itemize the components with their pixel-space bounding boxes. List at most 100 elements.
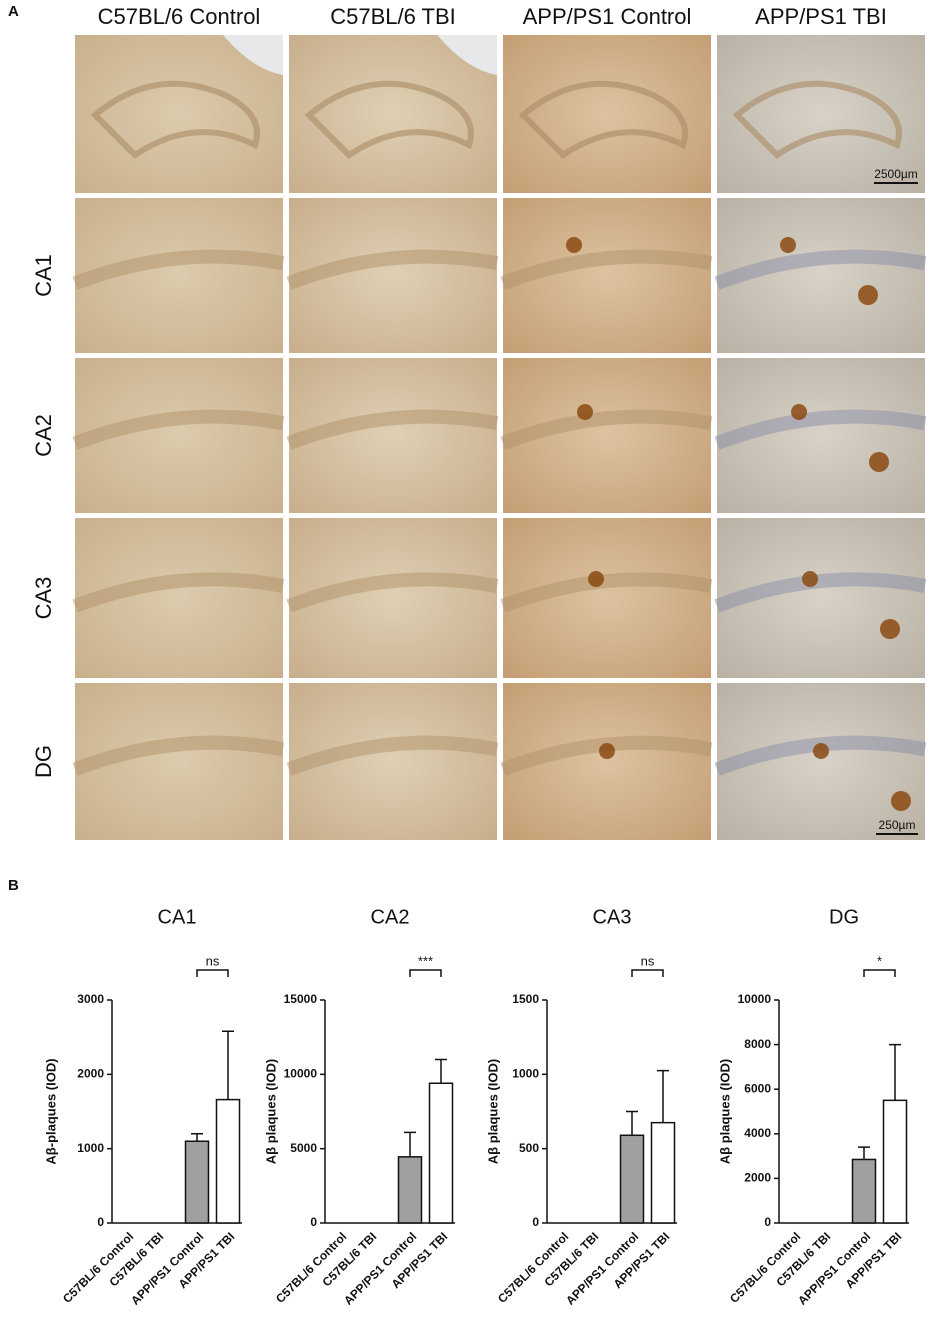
y-tick-label: 5000: [290, 1141, 317, 1155]
significance-bracket: [409, 969, 442, 977]
y-tick-label: 0: [310, 1215, 317, 1229]
scale-label: 250µm: [879, 818, 916, 832]
cell-layer: [714, 249, 927, 290]
error-bar: [858, 1146, 870, 1160]
significance-label: ns: [641, 953, 655, 968]
bar: [428, 1082, 454, 1224]
plaque: [566, 237, 582, 253]
plaque: [780, 237, 796, 253]
bar: [650, 1121, 676, 1224]
cell-layer: [72, 409, 285, 450]
plaque: [599, 743, 615, 759]
row-label: DG: [31, 745, 56, 778]
panel-label: B: [8, 877, 19, 894]
error-bar: [626, 1110, 638, 1136]
y-tick-label: 0: [532, 1215, 539, 1229]
significance-bracket: [196, 969, 229, 977]
chart-title: CA1: [158, 906, 197, 928]
cell-layer: [714, 572, 927, 613]
slide-bg: [437, 35, 497, 75]
error-bar: [889, 1043, 901, 1101]
y-tick-label: 1500: [512, 992, 539, 1006]
cell-layer: [72, 249, 285, 290]
cell-layer: [72, 735, 285, 776]
row-label: CA2: [31, 414, 56, 457]
cell-layer: [286, 249, 499, 290]
column-header: APP/PS1 TBI: [755, 4, 887, 29]
tissue-outline: [304, 80, 474, 159]
plaque: [858, 285, 878, 305]
y-tick-label: 0: [764, 1215, 771, 1229]
y-tick-label: 4000: [744, 1126, 771, 1140]
bar: [851, 1158, 877, 1224]
significance-label: ***: [418, 953, 433, 968]
cell-layer: [500, 572, 713, 613]
plaque: [869, 452, 889, 472]
tissue-outline: [518, 80, 688, 159]
plaque: [802, 571, 818, 587]
row-label: CA3: [31, 577, 56, 620]
y-tick-label: 500: [519, 1141, 539, 1155]
y-axis-title: Aβ-plaques (IOD): [43, 1058, 58, 1164]
slide-bg: [223, 35, 283, 75]
plaque: [813, 743, 829, 759]
chart-title: CA3: [593, 906, 632, 928]
column-header: C57BL/6 TBI: [330, 4, 456, 29]
cell-layer: [500, 249, 713, 290]
bar-chart: DG 0 2000 4000 6000 8000 10000 Aβ plaques (IOD)…: [717, 906, 909, 1308]
significance-label: *: [877, 953, 882, 968]
y-tick-label: 1000: [77, 1141, 104, 1155]
y-tick-label: 2000: [77, 1067, 104, 1081]
y-axis-title: Aβ plaques (IOD): [263, 1059, 278, 1164]
error-bar: [657, 1069, 669, 1123]
bar: [215, 1098, 241, 1224]
cell-layer: [714, 409, 927, 450]
y-axis-title: Aβ plaques (IOD): [717, 1059, 732, 1164]
scale-label: 2500µm: [874, 167, 918, 181]
y-tick-label: 2000: [744, 1171, 771, 1185]
plaque: [791, 404, 807, 420]
y-tick-label: 10000: [284, 1067, 318, 1081]
bar: [882, 1099, 908, 1224]
bar: [619, 1134, 645, 1224]
chart-title: DG: [829, 906, 859, 928]
cell-layer: [286, 409, 499, 450]
chart-title: CA2: [371, 906, 410, 928]
cell-layer: [286, 572, 499, 613]
y-tick-label: 1000: [512, 1067, 539, 1081]
cell-layer: [72, 572, 285, 613]
significance-label: ns: [206, 953, 220, 968]
panel-label: A: [8, 3, 19, 20]
y-tick-label: 8000: [744, 1037, 771, 1051]
y-tick-label: 6000: [744, 1081, 771, 1095]
column-header: C57BL/6 Control: [98, 4, 261, 29]
y-tick-label: 10000: [738, 992, 772, 1006]
plaque: [880, 619, 900, 639]
tissue-outline: [732, 80, 902, 159]
error-bar: [404, 1131, 416, 1157]
plaque: [891, 791, 911, 811]
cell-layer: [286, 735, 499, 776]
y-tick-label: 3000: [77, 992, 104, 1006]
plaque: [588, 571, 604, 587]
cell-layer: [500, 409, 713, 450]
plaque: [577, 404, 593, 420]
row-label: CA1: [31, 254, 56, 297]
error-bar: [435, 1058, 447, 1084]
bar: [184, 1140, 210, 1224]
y-tick-label: 15000: [284, 992, 318, 1006]
error-bar: [191, 1133, 203, 1142]
significance-bracket: [863, 969, 896, 977]
error-bar: [222, 1030, 234, 1100]
column-header: APP/PS1 Control: [523, 4, 692, 29]
y-tick-label: 0: [97, 1215, 104, 1229]
bar: [397, 1156, 423, 1224]
micrograph-grid: C57BL/6 Control C57BL/6 TBI APP/PS1 Contro…: [31, 4, 927, 840]
tissue-outline: [90, 80, 260, 159]
significance-bracket: [631, 969, 664, 977]
